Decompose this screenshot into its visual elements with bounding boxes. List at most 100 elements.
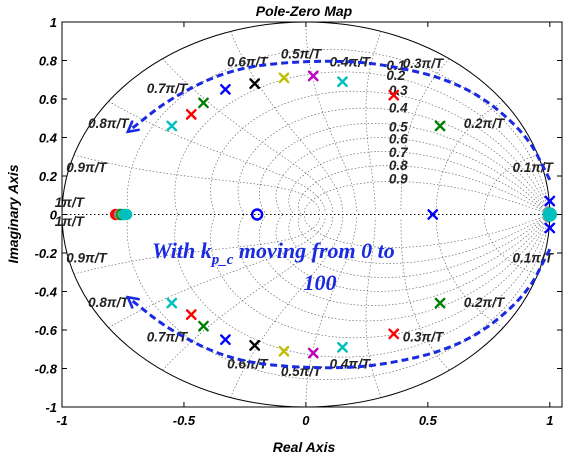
damping-ratio-label: 0.7 (389, 145, 409, 160)
x-tick-label: 0.5 (419, 413, 438, 428)
natural-frequency-label: 0.9π/T (66, 160, 108, 175)
trajectory-arrow-upper (126, 59, 552, 181)
pole-marker (278, 345, 290, 357)
damping-curve (210, 214, 551, 339)
pole-marker (544, 195, 556, 207)
zero-marker (542, 207, 558, 222)
damping-curve (174, 71, 551, 215)
damping-ratio-label: 0.6 (389, 131, 408, 146)
pole-marker (166, 297, 178, 309)
pole-marker (220, 83, 231, 95)
frequency-curve (483, 154, 538, 213)
pole-marker (198, 97, 209, 109)
frequency-curve (435, 101, 504, 212)
damping-curve (126, 48, 551, 215)
x-tick-label: -0.5 (173, 413, 196, 428)
y-tick-label: -0.6 (35, 323, 58, 338)
x-tick-label: 1 (546, 413, 553, 428)
pole-marker (185, 109, 197, 120)
zero-marker (120, 208, 133, 221)
zero-marker (250, 208, 264, 221)
pole-marker (166, 120, 178, 132)
frequency-curve (108, 216, 326, 328)
natural-frequency-label: 0.3π/T (403, 56, 445, 71)
y-tick-label: 0.8 (39, 54, 58, 69)
frequency-curve (435, 217, 504, 328)
natural-frequency-label: 0.6π/T (227, 54, 269, 69)
pole-marker (427, 209, 439, 220)
gain-annotation-subscript: p_c (210, 252, 234, 268)
natural-frequency-label: 0.1π/T (513, 160, 555, 175)
pole-marker (249, 340, 261, 351)
damping-ratio-label: 0.2 (386, 68, 405, 83)
damping-curve (288, 151, 550, 215)
natural-frequency-label: 0.9π/T (66, 251, 108, 266)
natural-frequency-label: 0.2π/T (464, 295, 506, 310)
frequency-curve (162, 216, 334, 371)
chart-title: Pole-Zero Map (256, 3, 353, 19)
damping-curve (126, 214, 551, 381)
pole-marker (278, 72, 290, 84)
pole-marker (220, 334, 231, 346)
pole-marker (198, 320, 209, 332)
y-tick-label: 0 (50, 208, 58, 223)
marker-layer (109, 70, 558, 359)
damping-curve (210, 90, 551, 215)
pole-marker (388, 328, 400, 340)
natural-frequency-label: 0.4π/T (330, 357, 372, 372)
trajectory-arrow-lower (126, 248, 552, 370)
gain-annotation-line1: With kp_c moving from 0 to (152, 238, 395, 268)
natural-frequency-label: 0.2π/T (464, 116, 506, 131)
damping-curve (297, 214, 550, 264)
pole-marker (307, 70, 319, 82)
pole-marker (434, 297, 446, 309)
damping-curve (297, 165, 550, 215)
gain-annotation-line2: 100 (304, 270, 337, 295)
frequency-curve (305, 21, 357, 212)
y-tick-label: -0.8 (35, 362, 58, 377)
damping-curve (275, 214, 551, 292)
damping-curve (288, 214, 550, 278)
gain-annotation-rest: moving from 0 to (233, 238, 394, 263)
trajectory-arrowhead-upper (125, 120, 140, 134)
x-axis-label: Real Axis (273, 439, 336, 455)
pole-marker (249, 78, 261, 89)
x-tick-label: 0 (302, 413, 310, 428)
natural-frequency-label: 1π/T (55, 195, 86, 210)
axes-layer: -1 -0.5 0 0.5 1 1 0.8 0.6 0.4 0.2 0 -0.2 -0.4 -0.6 -0.… (35, 15, 563, 428)
natural-frequency-label: 0.7π/T (147, 81, 189, 96)
damping-ratio-label: 0.8 (389, 158, 408, 173)
damping-curve (237, 214, 551, 322)
frequency-curve (73, 154, 321, 214)
pole-marker (185, 309, 197, 320)
trajectory-arrowhead-lower (125, 295, 140, 309)
y-tick-label: -1 (45, 400, 57, 415)
damping-curve (303, 181, 550, 215)
frequency-curve (400, 217, 450, 371)
y-tick-label: -0.4 (35, 285, 58, 300)
damping-ratio-label: 0.1 (386, 58, 405, 73)
damping-ratio-label: 0.5 (389, 120, 408, 135)
gain-annotation-prefix: With k (152, 238, 212, 263)
pole-marker (307, 347, 319, 359)
natural-frequency-label: 1π/T (55, 214, 86, 229)
trajectory-layer (125, 59, 552, 370)
natural-frequency-label: 0.8π/T (88, 116, 130, 131)
y-tick-label: 1 (50, 15, 57, 30)
damping-ratio-label: 0.9 (389, 172, 408, 187)
natural-frequency-label: 0.5π/T (281, 47, 323, 62)
frequency-curve (305, 217, 357, 408)
frequency-curve (400, 58, 450, 212)
damping-ratio-label: 0.4 (389, 100, 408, 115)
frequency-curve (108, 101, 326, 213)
pole-marker (544, 222, 556, 234)
pole-marker (337, 76, 348, 88)
y-tick-label: 0.6 (39, 92, 58, 107)
natural-frequency-label: 0.8π/T (88, 295, 130, 310)
frequency-curve (162, 58, 334, 213)
natural-frequency-label: 0.3π/T (403, 330, 445, 345)
damping-curve (275, 137, 551, 215)
frequency-curve (483, 216, 538, 275)
y-tick-label: -0.2 (35, 246, 58, 261)
